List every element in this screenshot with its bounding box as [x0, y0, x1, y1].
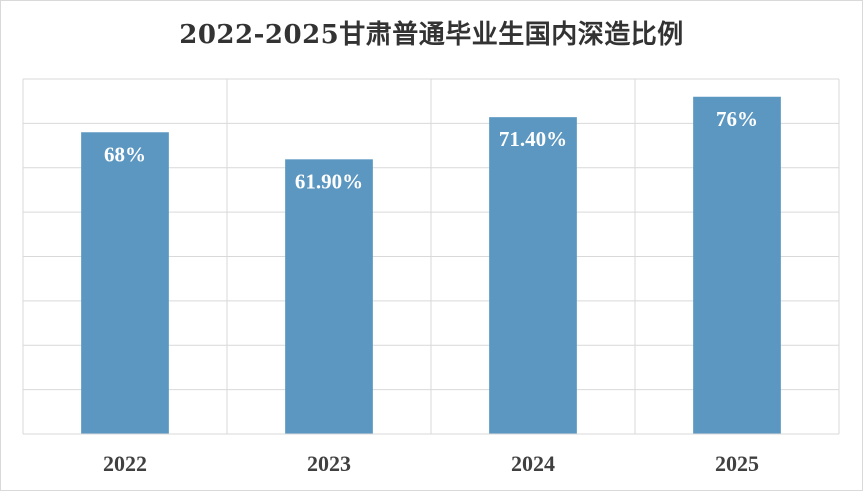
bar-2025	[693, 96, 781, 434]
bar-layer	[81, 96, 781, 434]
data-label: 61.90%	[295, 169, 363, 193]
x-tick-label: 2022	[103, 451, 147, 476]
axis-layer: 2022 2023 2024 2025	[23, 433, 839, 476]
bar-2023	[285, 159, 373, 434]
data-label: 71.40%	[499, 127, 567, 151]
x-tick-label: 2024	[511, 451, 555, 476]
x-tick-label: 2025	[715, 451, 759, 476]
x-tick-label: 2023	[307, 451, 351, 476]
chart-title: 2022-2025甘肃普通毕业生国内深造比例	[179, 20, 684, 50]
label-layer: 68% 61.90% 71.40% 76%	[104, 107, 758, 194]
data-label: 76%	[716, 107, 758, 131]
bar-2024	[489, 117, 577, 434]
bar-2022	[81, 132, 169, 434]
data-label: 68%	[104, 142, 146, 166]
